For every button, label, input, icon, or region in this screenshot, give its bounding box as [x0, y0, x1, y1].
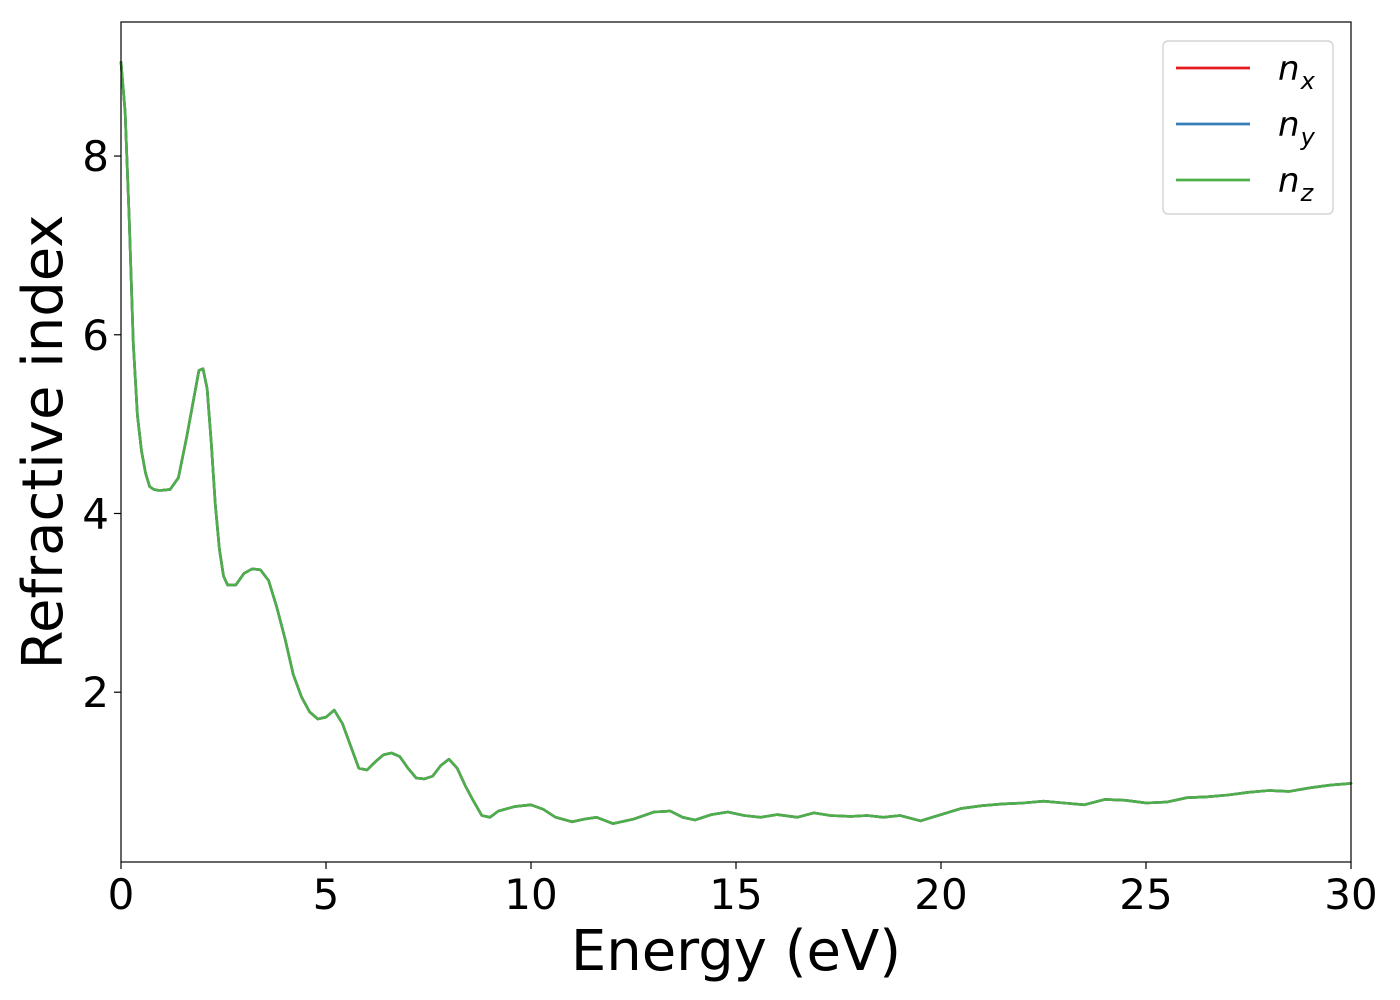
plot-area — [119, 21, 1353, 863]
x-tick-label: 15 — [709, 870, 762, 919]
legend-label-y: ny — [1278, 105, 1316, 151]
y-tick-label: 2 — [82, 668, 109, 717]
y-axis-ticks: 2 4 6 8 — [82, 132, 121, 717]
x-axis-label: Energy (eV) — [571, 919, 901, 984]
x-tick-label: 5 — [313, 870, 340, 919]
x-axis-ticks: 0 5 10 15 20 25 30 — [108, 862, 1378, 919]
series-layer — [119, 60, 1353, 825]
y-axis-label: Refractive index — [11, 215, 76, 670]
series-line-z — [119, 60, 1353, 825]
x-tick-label: 10 — [504, 870, 557, 919]
y-tick-label: 8 — [82, 132, 109, 181]
y-tick-label: 6 — [82, 311, 109, 360]
legend-label-z: nz — [1278, 161, 1315, 207]
x-tick-label: 20 — [914, 870, 967, 919]
x-tick-label: 25 — [1119, 870, 1172, 919]
y-tick-label: 4 — [82, 489, 109, 538]
legend-label-x: nx — [1278, 49, 1316, 95]
legend-items: nx ny nz — [1176, 49, 1316, 207]
x-tick-label: 30 — [1324, 870, 1377, 919]
x-tick-label: 0 — [108, 870, 135, 919]
legend: nx ny nz — [1162, 40, 1334, 215]
legend-box — [1162, 40, 1334, 215]
